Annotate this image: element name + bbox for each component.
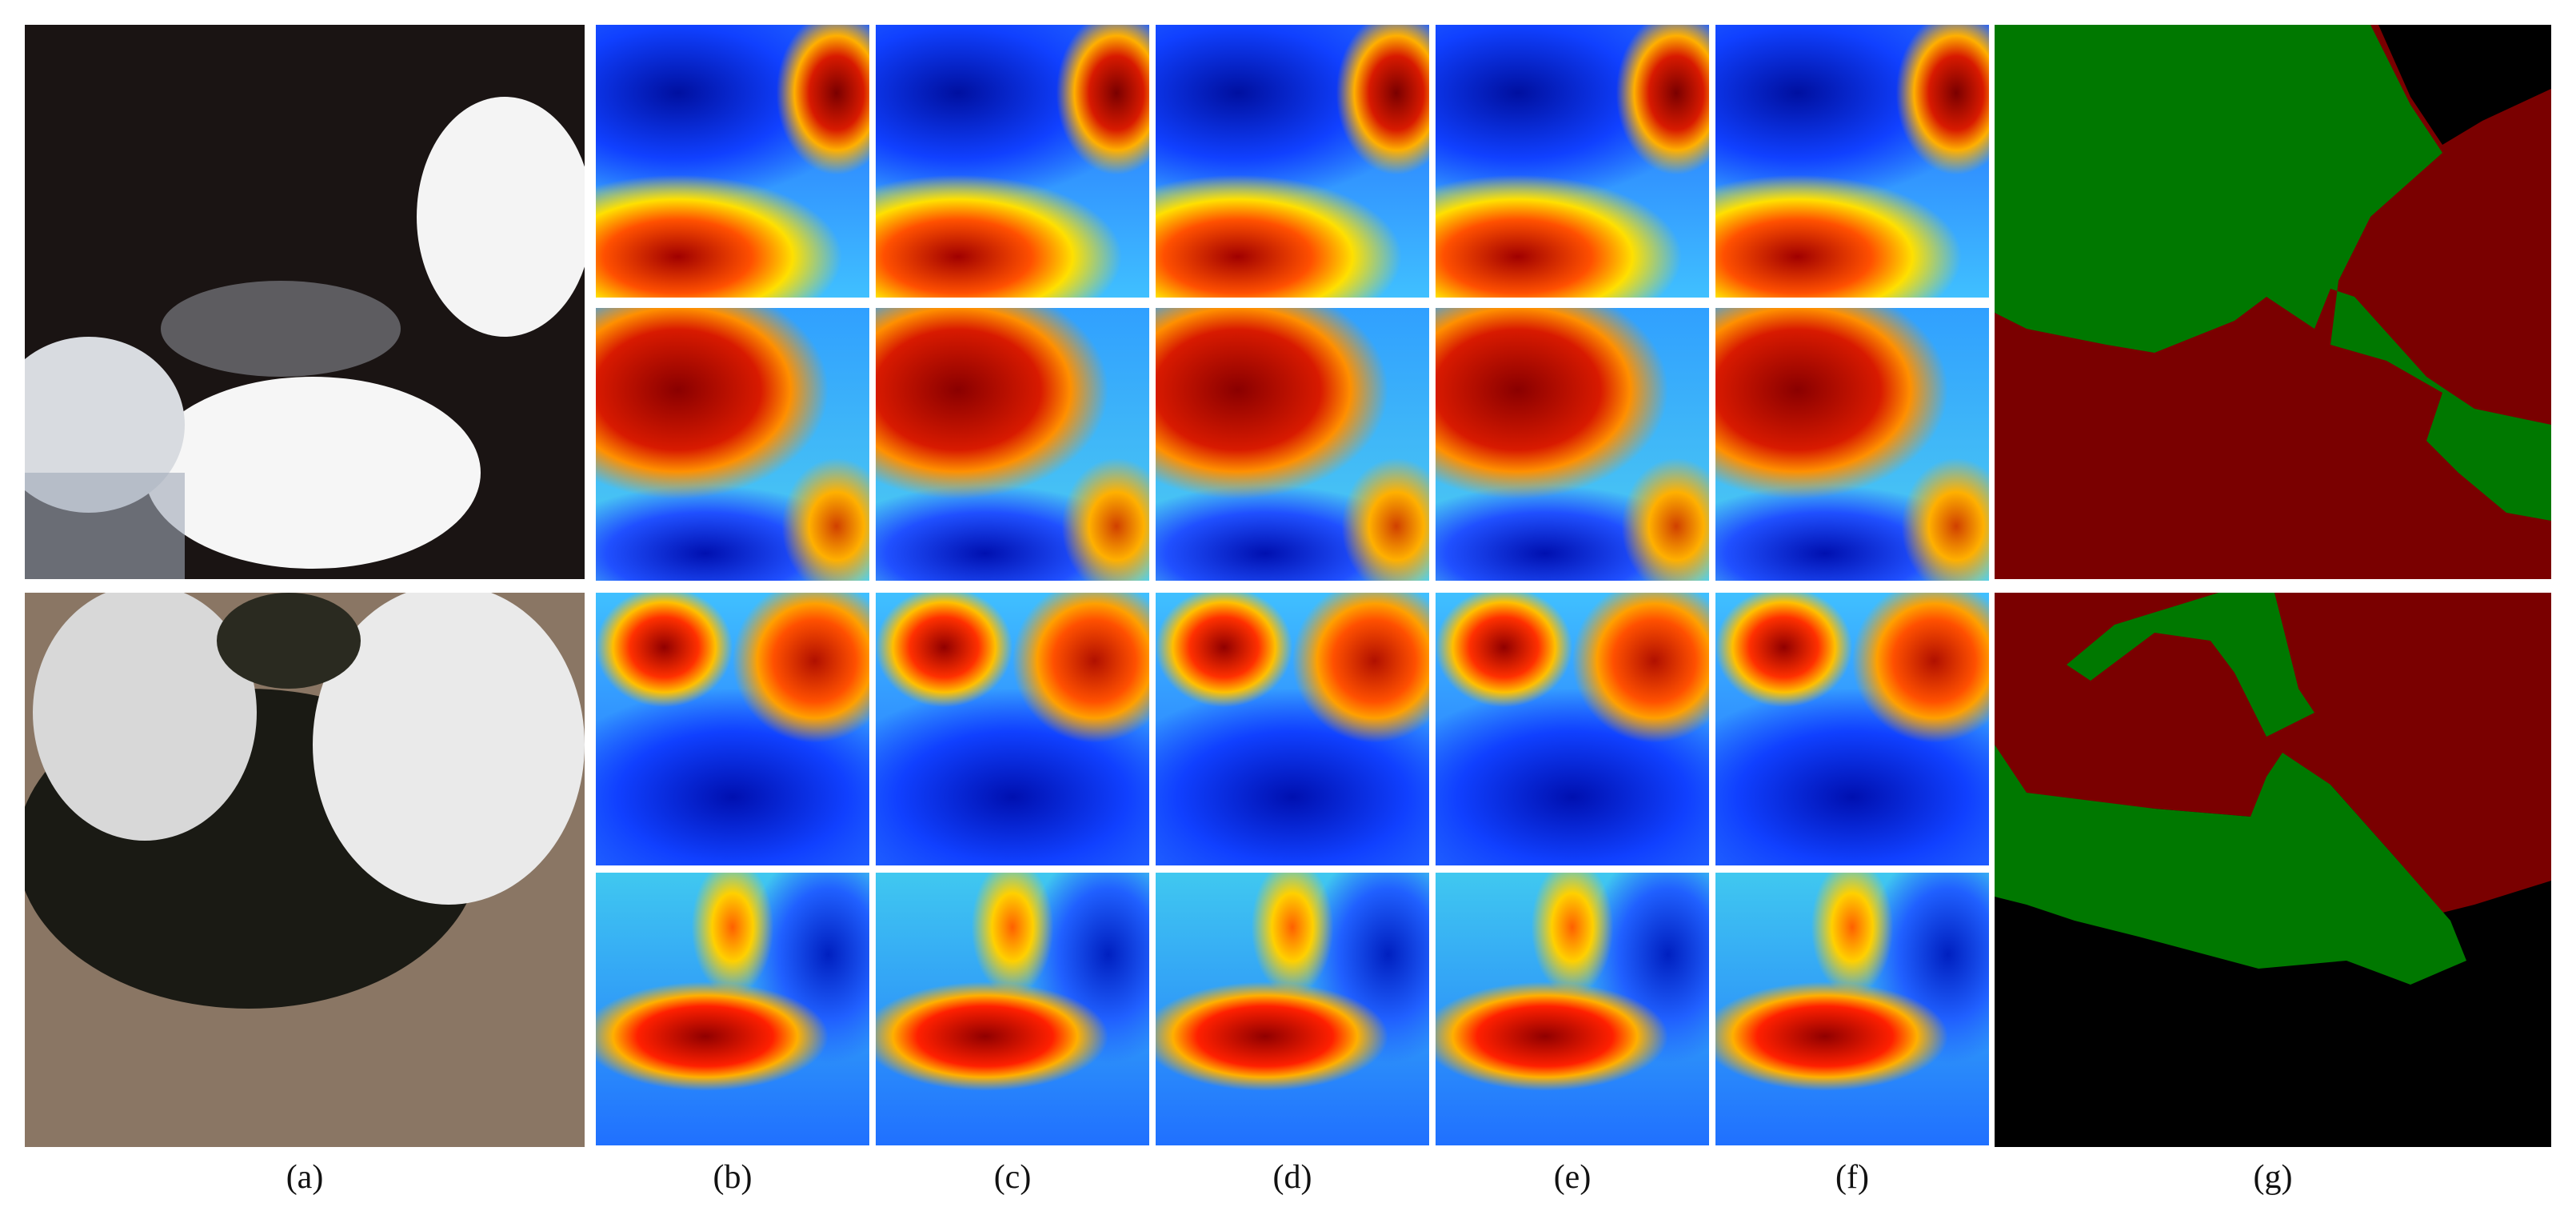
heatmap <box>1156 593 1429 865</box>
heatmap <box>876 593 1149 865</box>
heatmap <box>876 25 1149 298</box>
satellite-image <box>25 25 585 579</box>
heatmap <box>596 308 869 581</box>
heatmap <box>1715 25 1989 298</box>
heatmap <box>1156 308 1429 581</box>
heatmap <box>1436 308 1709 581</box>
panel-label: (g) <box>2253 1159 2293 1196</box>
heatmap <box>1156 873 1429 1145</box>
heatmap <box>1436 593 1709 865</box>
heatmap <box>596 593 869 865</box>
heatmap <box>596 873 869 1145</box>
heatmap <box>1715 308 1989 581</box>
heatmap <box>1715 593 1989 865</box>
heatmap <box>876 308 1149 581</box>
panel-label: (b) <box>713 1159 753 1196</box>
panel-label: (c) <box>993 1159 1032 1196</box>
satellite-image <box>25 593 585 1147</box>
heatmap <box>1436 873 1709 1145</box>
heatmap <box>876 873 1149 1145</box>
panel-label: (e) <box>1553 1159 1592 1196</box>
segmentation-mask <box>1995 593 2551 1147</box>
heatmap <box>1436 25 1709 298</box>
segmentation-mask <box>1995 25 2551 579</box>
panel-label: (d) <box>1272 1159 1312 1196</box>
heatmap <box>1715 873 1989 1145</box>
panel-label: (a) <box>286 1159 324 1196</box>
panel-label: (f) <box>1835 1159 1869 1196</box>
heatmap <box>596 25 869 298</box>
heatmap <box>1156 25 1429 298</box>
